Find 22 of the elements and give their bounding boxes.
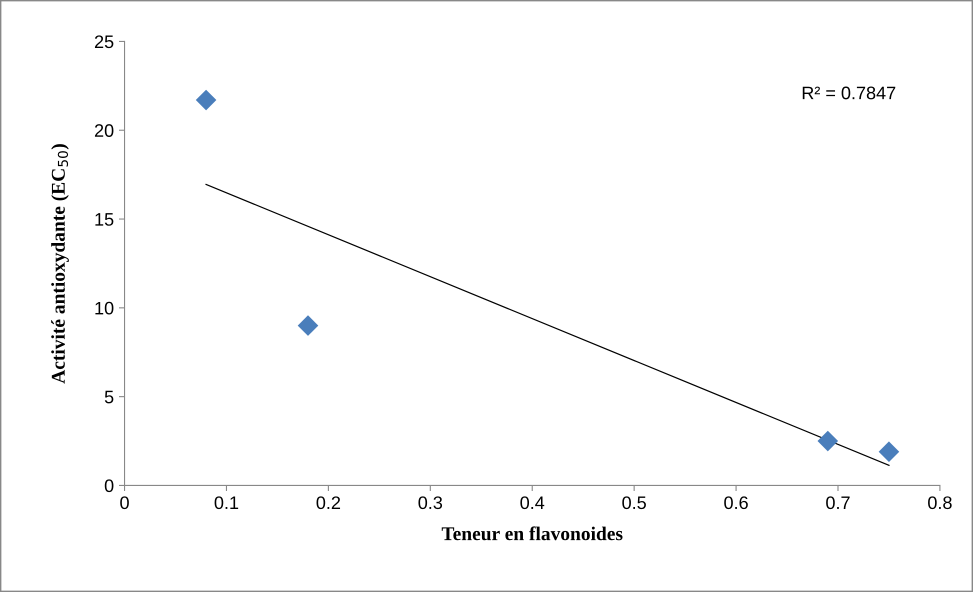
y-tick-label: 20 [94,124,114,137]
point [818,430,838,452]
y-tick-label: 25 [94,35,114,48]
x-tick-label: 0 [120,496,129,510]
x-axis-title: Teneur en flavonoides [442,526,623,540]
point [196,90,216,110]
x-tick-label: 0.7 [826,496,850,510]
y-tick-label: 0 [104,479,114,492]
x-tick-label: 0.6 [724,496,748,510]
x-tick-label: 0.1 [214,496,238,510]
x-tick-label: 0.5 [622,496,646,510]
y-tick-label: 10 [95,302,114,315]
x-tick-label: 0.2 [316,496,340,510]
x-tick-label: 0.4 [520,496,544,510]
annotation: R² = 0.7847 [802,86,896,100]
y-axis-title: Activité antioxydante (EC$_{50}$) [51,144,69,384]
y-tick-label: 15 [95,213,114,226]
x-tick-label: 0.3 [418,496,442,510]
point [878,441,900,462]
y-tick-label: 5 [104,390,114,404]
point [298,315,318,336]
x-tick-label: 0.8 [928,496,952,510]
